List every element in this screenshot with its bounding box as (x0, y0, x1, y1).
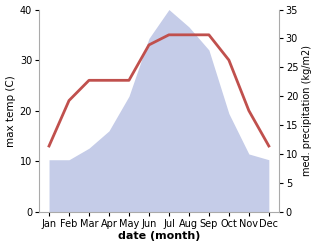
X-axis label: date (month): date (month) (118, 231, 200, 242)
Y-axis label: max temp (C): max temp (C) (5, 75, 16, 146)
Y-axis label: med. precipitation (kg/m2): med. precipitation (kg/m2) (302, 45, 313, 176)
